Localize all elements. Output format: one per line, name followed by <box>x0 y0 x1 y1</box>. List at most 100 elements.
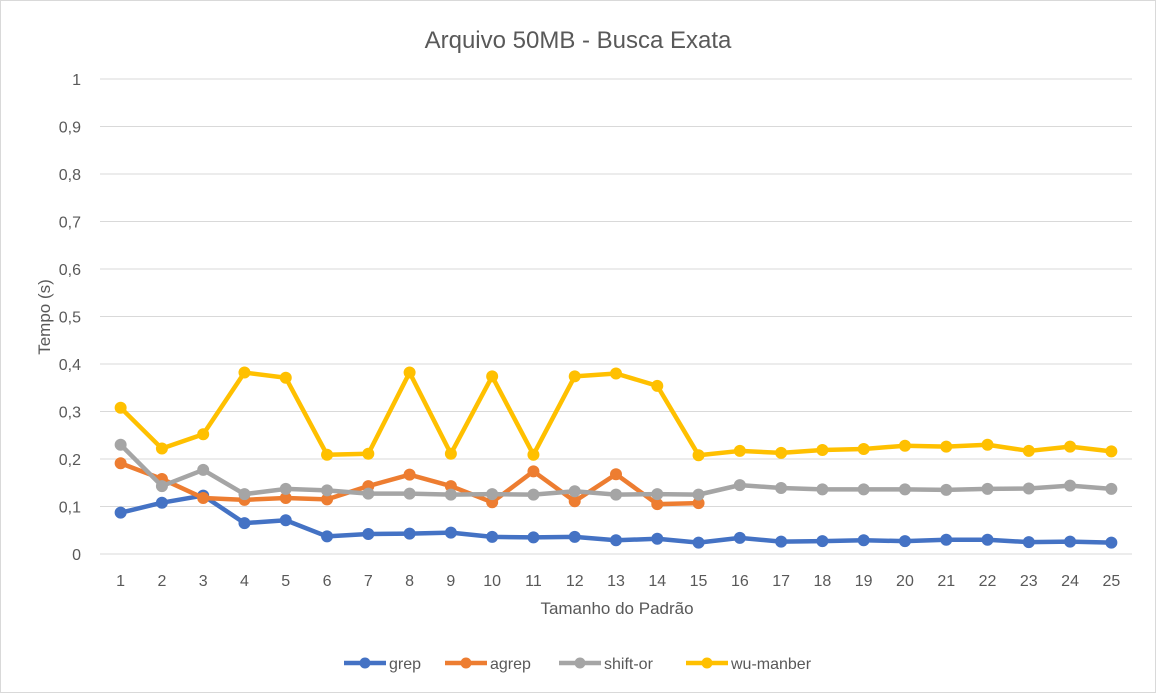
data-point <box>238 517 251 530</box>
data-point <box>486 370 499 383</box>
data-point <box>403 487 416 500</box>
data-point <box>692 488 705 501</box>
data-point <box>733 531 746 544</box>
legend: grep agrep shift-or wu-manber <box>344 656 812 673</box>
x-tick-label: 3 <box>199 573 208 590</box>
data-point <box>733 444 746 457</box>
legend-item: grep <box>344 656 421 673</box>
data-point <box>733 479 746 492</box>
x-tick-label: 18 <box>814 573 832 590</box>
data-point <box>527 488 540 501</box>
data-point <box>1105 445 1118 458</box>
data-point <box>155 442 168 455</box>
legend-swatch-marker <box>701 657 713 669</box>
y-tick-label: 0,8 <box>59 167 81 184</box>
series-line <box>118 370 1114 458</box>
y-tick-label: 0,6 <box>59 262 81 279</box>
data-point <box>775 481 788 494</box>
data-point <box>527 465 540 478</box>
data-point <box>651 498 664 511</box>
x-tick-label: 21 <box>937 573 955 590</box>
legend-item: shift-or <box>559 656 654 673</box>
legend-swatch-marker <box>574 657 586 669</box>
x-tick-label: 23 <box>1020 573 1038 590</box>
data-point <box>238 488 251 501</box>
x-tick-label: 7 <box>364 573 373 590</box>
data-point <box>1022 536 1035 549</box>
data-point <box>568 495 581 508</box>
x-tick-label: 25 <box>1102 573 1120 590</box>
data-point <box>898 483 911 496</box>
data-point <box>940 440 953 453</box>
data-point <box>857 534 870 547</box>
data-point <box>362 487 375 500</box>
data-point <box>403 527 416 540</box>
y-tick-label: 0,5 <box>59 310 81 327</box>
data-point <box>486 488 499 501</box>
data-point <box>898 535 911 548</box>
data-point <box>527 448 540 461</box>
data-point <box>279 371 292 384</box>
chart-title: Arquivo 50MB - Busca Exata <box>425 27 732 54</box>
data-point <box>362 447 375 460</box>
data-point <box>610 468 622 481</box>
legend-label: shift-or <box>604 656 654 673</box>
x-tick-label: 13 <box>607 573 625 590</box>
data-point <box>1105 536 1118 549</box>
x-tick-label: 12 <box>566 573 584 590</box>
data-point <box>1105 482 1118 495</box>
data-point <box>403 366 416 379</box>
data-point <box>362 528 375 541</box>
data-point <box>1064 535 1077 548</box>
data-point <box>486 530 499 543</box>
data-point <box>651 379 664 392</box>
data-point <box>651 532 664 545</box>
legend-label: agrep <box>490 656 531 673</box>
legend-item: wu-manber <box>686 656 812 673</box>
series-shift-or <box>114 438 1118 501</box>
data-point <box>568 370 581 383</box>
data-point <box>279 482 292 495</box>
data-point <box>444 488 457 501</box>
x-tick-label: 20 <box>896 573 914 590</box>
y-axis-ticks: 0 0,1 0,2 0,3 0,4 0,5 0,6 0,7 0,8 0,9 1 <box>59 72 81 564</box>
y-tick-label: 0,3 <box>59 405 81 422</box>
x-tick-label: 17 <box>772 573 790 590</box>
legend-label: grep <box>389 656 421 673</box>
x-tick-label: 2 <box>157 573 166 590</box>
data-point <box>114 457 127 470</box>
x-tick-label: 14 <box>648 573 666 590</box>
data-point <box>155 480 168 493</box>
data-point <box>403 468 416 481</box>
data-point <box>238 366 251 379</box>
legend-item: agrep <box>445 656 531 673</box>
data-point <box>114 506 127 519</box>
data-point <box>1022 444 1035 457</box>
data-point <box>155 496 168 509</box>
data-point <box>981 438 994 451</box>
data-point <box>775 446 788 459</box>
y-tick-label: 0,7 <box>59 215 81 232</box>
data-point <box>898 439 911 452</box>
data-point <box>197 491 210 504</box>
data-point <box>527 531 540 544</box>
data-point <box>610 534 622 547</box>
x-tick-label: 6 <box>323 573 332 590</box>
data-point <box>651 488 664 501</box>
data-point <box>816 535 829 548</box>
data-point <box>321 484 334 497</box>
x-tick-label: 24 <box>1061 573 1079 590</box>
legend-swatch-marker <box>460 657 472 669</box>
y-tick-label: 0,4 <box>59 357 81 374</box>
data-point <box>981 482 994 495</box>
x-tick-label: 19 <box>855 573 873 590</box>
data-point <box>568 485 581 498</box>
data-point <box>857 483 870 496</box>
series-group <box>114 366 1118 549</box>
data-point <box>610 367 622 380</box>
x-axis-label: Tamanho do Padrão <box>540 599 693 618</box>
y-tick-label: 0,1 <box>59 500 81 517</box>
x-tick-label: 4 <box>240 573 249 590</box>
legend-label: wu-manber <box>730 656 812 673</box>
data-point <box>279 514 292 527</box>
